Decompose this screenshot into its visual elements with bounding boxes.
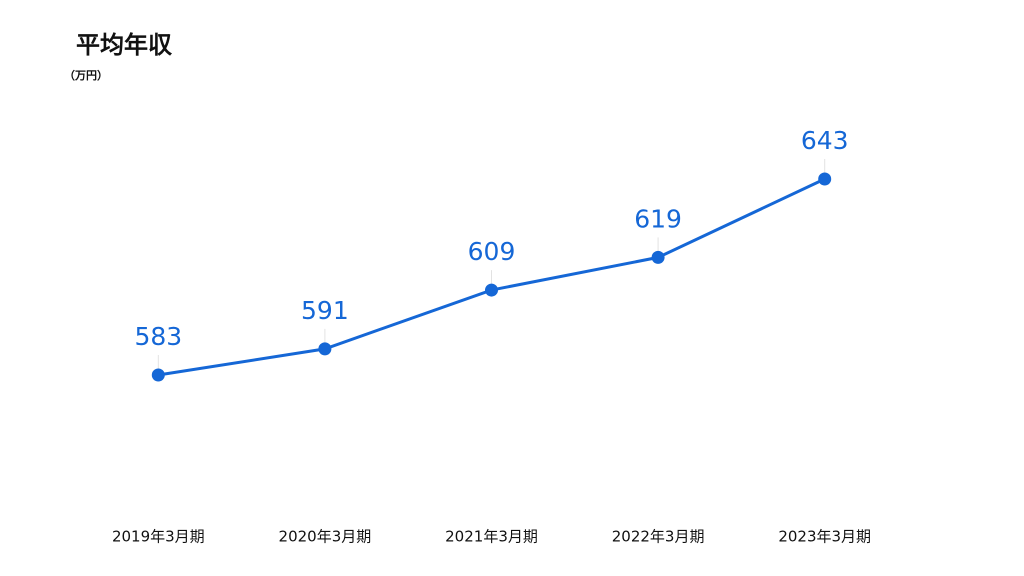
data-label: 619 <box>634 204 682 233</box>
x-tick-label: 2020年3月期 <box>279 528 372 546</box>
x-tick-label: 2021年3月期 <box>445 528 538 546</box>
data-label: 583 <box>134 322 182 351</box>
data-point <box>485 283 498 297</box>
data-point <box>651 250 665 264</box>
data-point <box>818 172 832 186</box>
data-label: 609 <box>468 237 516 266</box>
chart-subtitle: （万円） <box>64 69 108 82</box>
x-tick-label: 2019年3月期 <box>112 528 205 546</box>
x-tick-label: 2022年3月期 <box>612 528 705 546</box>
data-point <box>151 368 165 382</box>
data-label: 591 <box>301 296 349 325</box>
chart-title: 平均年収 <box>76 31 173 59</box>
data-point <box>318 342 332 356</box>
x-tick-label: 2023年3月期 <box>778 528 871 546</box>
data-label: 643 <box>801 126 849 155</box>
